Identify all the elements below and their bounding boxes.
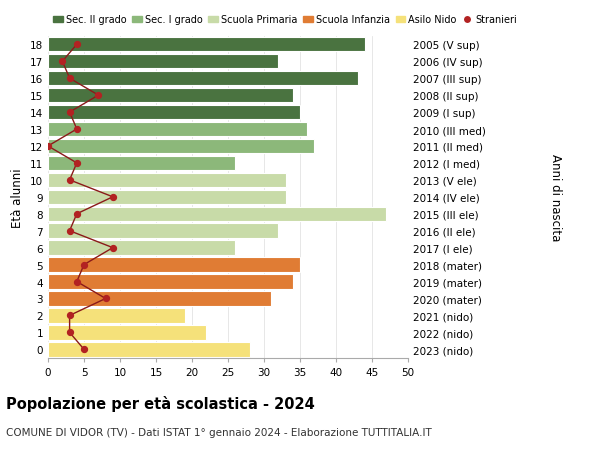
- Bar: [48, 173, 286, 188]
- Point: [43, 143, 53, 150]
- Point: [101, 295, 110, 302]
- Point: [79, 261, 89, 269]
- Bar: [48, 140, 314, 154]
- Bar: [48, 342, 250, 357]
- Point: [72, 126, 82, 134]
- Bar: [48, 308, 185, 323]
- Bar: [48, 291, 271, 306]
- Point: [58, 58, 67, 66]
- Y-axis label: Età alunni: Età alunni: [11, 168, 25, 227]
- Bar: [48, 207, 386, 221]
- Bar: [48, 241, 235, 255]
- Point: [79, 346, 89, 353]
- Point: [65, 109, 74, 117]
- Point: [72, 160, 82, 167]
- Y-axis label: Anni di nascita: Anni di nascita: [549, 154, 562, 241]
- Bar: [48, 258, 300, 272]
- Bar: [48, 72, 358, 86]
- Point: [108, 194, 118, 201]
- Point: [94, 92, 103, 100]
- Bar: [48, 275, 293, 289]
- Point: [65, 312, 74, 319]
- Point: [72, 211, 82, 218]
- Text: Popolazione per età scolastica - 2024: Popolazione per età scolastica - 2024: [6, 395, 315, 411]
- Bar: [48, 325, 206, 340]
- Bar: [48, 224, 278, 238]
- Point: [65, 177, 74, 184]
- Bar: [48, 157, 235, 171]
- Bar: [48, 123, 307, 137]
- Bar: [48, 89, 293, 103]
- Point: [65, 75, 74, 83]
- Point: [72, 41, 82, 49]
- Text: COMUNE DI VIDOR (TV) - Dati ISTAT 1° gennaio 2024 - Elaborazione TUTTITALIA.IT: COMUNE DI VIDOR (TV) - Dati ISTAT 1° gen…: [6, 427, 432, 437]
- Point: [65, 228, 74, 235]
- Legend: Sec. II grado, Sec. I grado, Scuola Primaria, Scuola Infanzia, Asilo Nido, Stran: Sec. II grado, Sec. I grado, Scuola Prim…: [53, 16, 517, 25]
- Point: [108, 245, 118, 252]
- Point: [65, 329, 74, 336]
- Bar: [48, 55, 278, 69]
- Bar: [48, 38, 365, 52]
- Bar: [48, 106, 300, 120]
- Point: [72, 278, 82, 285]
- Bar: [48, 190, 286, 205]
